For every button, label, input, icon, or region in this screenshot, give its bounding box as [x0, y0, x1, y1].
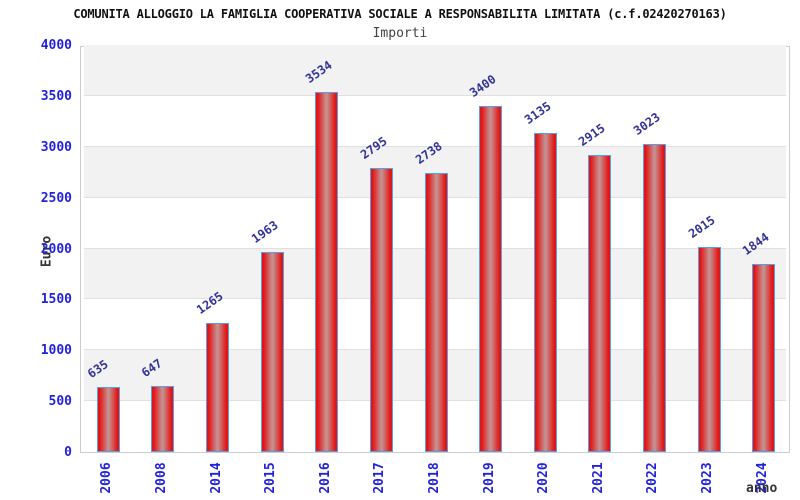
- y-tick-label: 4000: [40, 38, 72, 53]
- plot-band: [84, 45, 786, 96]
- x-axis-title: anno: [746, 481, 778, 496]
- y-tick-label: 3500: [40, 88, 72, 104]
- chart-title: COMUNITA ALLOGGIO LA FAMIGLIA COOPERATIV…: [73, 7, 727, 21]
- x-tick-label: 2014: [208, 462, 224, 494]
- gridline: [84, 145, 786, 147]
- bar-2024: [752, 264, 776, 452]
- bar-2008: [151, 386, 175, 452]
- x-tick-label: 2021: [590, 462, 606, 494]
- bar-2023: [697, 246, 721, 452]
- y-tick-label: 2500: [40, 190, 72, 206]
- y-tick-label: 0: [64, 445, 72, 460]
- x-tick-label: 2006: [99, 462, 115, 494]
- x-tick-label: 2016: [317, 462, 333, 494]
- gridline: [84, 94, 786, 96]
- x-tick-label: 2015: [263, 462, 279, 494]
- y-tick-label: 3000: [40, 139, 72, 155]
- bar-2022: [642, 144, 666, 452]
- y-tick-label: 1500: [40, 292, 72, 308]
- bar-2021: [588, 155, 612, 452]
- plot-area: 635 647 1265 1963 3534 2795 2738 3400 3135 2915 30…: [80, 45, 790, 453]
- x-tick-label: 2018: [427, 462, 442, 494]
- y-tick-label: 500: [48, 394, 72, 410]
- bar-2016: [315, 92, 339, 452]
- bar-2014: [206, 323, 230, 452]
- x-tick-label: 2008: [153, 462, 169, 494]
- x-tick-label: 2017: [372, 462, 388, 494]
- x-tick-label: 2019: [481, 462, 497, 494]
- bar-2018: [424, 173, 448, 452]
- bar-2017: [369, 167, 393, 452]
- bar-2015: [260, 252, 284, 452]
- bar-2020: [533, 133, 557, 452]
- x-tick-label: 2023: [700, 462, 716, 494]
- x-tick-label: 2022: [645, 462, 661, 494]
- bar-2006: [96, 387, 120, 452]
- bar-2019: [479, 106, 503, 452]
- x-tick-label: 2020: [536, 462, 552, 494]
- chart-subtitle: Importi: [372, 26, 428, 41]
- y-tick-label: 2000: [40, 241, 72, 257]
- y-tick-label: 1000: [40, 343, 72, 359]
- plot-band: [84, 95, 786, 147]
